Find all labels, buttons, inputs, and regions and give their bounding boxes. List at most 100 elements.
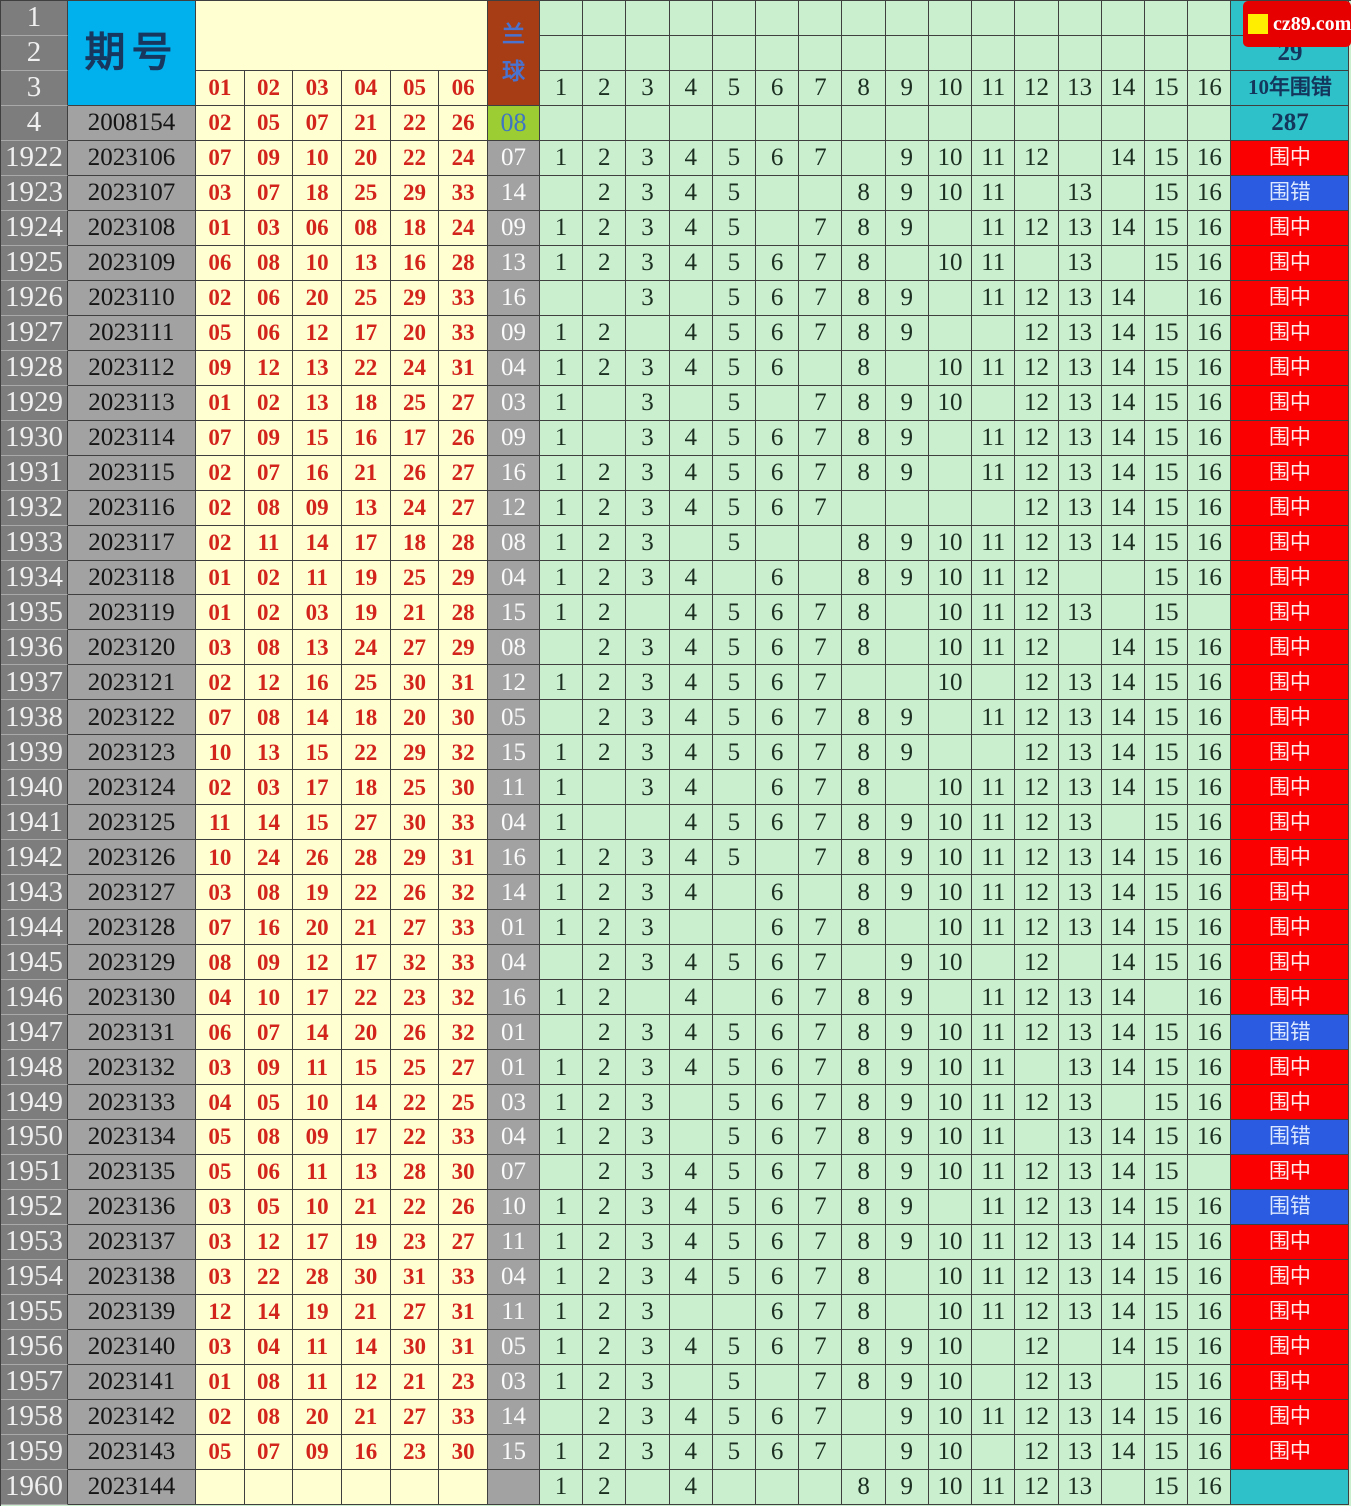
period-cell: 2023118 — [68, 560, 196, 596]
status-cell: 围中 — [1231, 1050, 1350, 1086]
red-ball: 27 — [390, 630, 440, 666]
blue-ball: 16 — [487, 455, 540, 491]
trend-cell: 10 — [928, 630, 973, 666]
trend-cell: 3 — [626, 1154, 670, 1190]
trend-cell: 12 — [1015, 1189, 1059, 1225]
trend-cell: 6 — [756, 420, 800, 456]
trend-cell — [669, 910, 713, 946]
trend-cell — [842, 1399, 886, 1435]
row-number: 1934 — [1, 560, 68, 596]
red-ball: 09 — [293, 490, 342, 526]
trend-cell: 13 — [1058, 1189, 1102, 1225]
trend-cell: 12 — [1015, 280, 1059, 316]
trend-cell: 9 — [885, 175, 929, 211]
row-number: 1944 — [1, 910, 68, 946]
trend-cell: 15 — [1145, 840, 1189, 876]
red-ball: 03 — [196, 1050, 245, 1086]
trend-blank-cell — [1188, 35, 1232, 71]
trend-cell: 7 — [799, 1050, 843, 1086]
row-number: 1959 — [1, 1434, 68, 1470]
blue-ball: 09 — [487, 210, 540, 246]
blue-ball: 11 — [487, 1294, 540, 1330]
trend-cell: 3 — [626, 490, 670, 526]
trend-cell — [928, 1189, 973, 1225]
trend-blank-cell — [583, 35, 627, 71]
row-number: 1923 — [1, 175, 68, 211]
blue-ball: 05 — [487, 1329, 540, 1365]
row-number: 1929 — [1, 385, 68, 421]
trend-cell: 6 — [756, 945, 800, 981]
trend-cell: 5 — [712, 1189, 757, 1225]
red-ball: 20 — [341, 140, 391, 176]
trend-cell: 10 — [928, 1015, 973, 1051]
trend-cell: 12 — [1015, 140, 1059, 176]
trend-cell: 2 — [583, 945, 627, 981]
red-ball: 13 — [293, 385, 342, 421]
trend-cell: 6 — [756, 980, 800, 1016]
red-ball: 30 — [439, 1434, 488, 1470]
red-ball: 24 — [439, 140, 488, 176]
trend-blank-cell — [756, 35, 800, 71]
trend-cell: 9 — [885, 455, 929, 491]
red-ball: 28 — [390, 1154, 440, 1190]
trend-blank-cell — [885, 35, 929, 71]
row-number: 1933 — [1, 525, 68, 561]
trend-cell: 16 — [1188, 175, 1232, 211]
trend-cell: 16 — [1188, 1434, 1232, 1470]
red-ball: 07 — [293, 105, 342, 141]
blue-ball: 07 — [487, 1154, 540, 1190]
red-ball: 08 — [244, 1399, 294, 1435]
trend-cell — [712, 1294, 757, 1330]
trend-cell — [539, 630, 584, 666]
row-number: 1951 — [1, 1154, 68, 1190]
red-ball: 16 — [341, 420, 391, 456]
trend-cell — [1058, 560, 1102, 596]
row-number: 1928 — [1, 350, 68, 386]
trend-cell: 16 — [1188, 350, 1232, 386]
blue-ball: 15 — [487, 1434, 540, 1470]
trend-cell — [1058, 945, 1102, 981]
period-cell: 2023125 — [68, 805, 196, 841]
red-ball: 33 — [439, 1120, 488, 1155]
red-ball — [244, 1469, 294, 1505]
trend-cell — [885, 665, 929, 701]
red-ball: 22 — [390, 1120, 440, 1155]
trend-cell: 9 — [885, 945, 929, 981]
trend-cell — [626, 980, 670, 1016]
trend-cell — [928, 700, 973, 736]
red-ball: 06 — [244, 315, 294, 351]
red-ball: 15 — [293, 735, 342, 771]
red-ball: 01 — [196, 595, 245, 631]
trend-cell: 8 — [842, 875, 886, 911]
red-ball: 01 — [196, 210, 245, 246]
trend-cell — [972, 490, 1016, 526]
trend-cell: 6 — [756, 140, 800, 176]
red-ball: 02 — [196, 770, 245, 806]
status-cell: 围中 — [1231, 1329, 1350, 1365]
trend-cell: 5 — [712, 385, 757, 421]
trend-cell — [885, 770, 929, 806]
period-cell: 2023106 — [68, 140, 196, 176]
trend-cell — [539, 1015, 584, 1051]
red-ball: 29 — [439, 560, 488, 596]
trend-cell — [1101, 595, 1145, 631]
trend-cell: 9 — [885, 700, 929, 736]
trend-cell: 7 — [799, 1189, 843, 1225]
trend-cell: 1 — [539, 1364, 584, 1400]
trend-cell: 10 — [928, 875, 973, 911]
trend-column-header: 7 — [799, 70, 843, 106]
row-number: 1956 — [1, 1329, 68, 1365]
period-cell: 2023127 — [68, 875, 196, 911]
status-cell: 围中 — [1231, 840, 1350, 876]
trend-cell — [583, 280, 627, 316]
red-ball: 01 — [196, 385, 245, 421]
trend-cell: 10 — [928, 1050, 973, 1086]
trend-cell: 11 — [972, 1189, 1016, 1225]
red-ball: 02 — [196, 455, 245, 491]
trend-cell: 5 — [712, 945, 757, 981]
blue-ball-header: 兰球 — [487, 1, 540, 106]
trend-cell: 16 — [1188, 385, 1232, 421]
trend-cell: 16 — [1188, 1469, 1232, 1505]
trend-cell: 9 — [885, 980, 929, 1016]
red-ball: 30 — [390, 805, 440, 841]
